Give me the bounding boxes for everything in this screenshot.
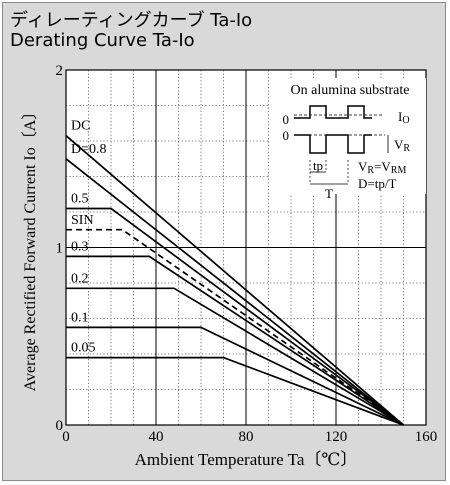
series-label: D=0.8 (71, 142, 107, 157)
inset-duty-equation: D=tp/T (358, 176, 396, 191)
series-line (65, 135, 405, 426)
series-line (66, 326, 404, 426)
series-line (66, 287, 404, 426)
inset-zero-label: 0 (283, 128, 290, 143)
y-tick-label: 2 (56, 63, 64, 79)
inset-io-label: IO (398, 109, 410, 126)
series-label: 0.3 (71, 239, 89, 254)
x-tick-label: 0 (62, 429, 70, 445)
y-tick-label: 1 (56, 241, 64, 257)
series-label: 0.05 (71, 341, 96, 356)
series-line (66, 228, 404, 426)
inset-tp-label: tp (313, 158, 323, 173)
series-line (66, 207, 405, 426)
x-tick-label: 40 (149, 429, 164, 445)
x-tick-label: 160 (415, 429, 438, 445)
series-line (65, 158, 405, 426)
series-label: 0.2 (71, 271, 89, 286)
chart-title-english: Derating Curve Ta-Io (10, 30, 195, 51)
plot-frame (65, 69, 427, 426)
x-tick-label: 120 (325, 429, 348, 445)
x-tick-label: 80 (239, 429, 254, 445)
inset-zero-label: 0 (283, 112, 290, 127)
inset-t-label: T (325, 186, 333, 201)
series-line (66, 356, 404, 426)
y-axis-label: Average Rectified Forward Current Io〔A〕 (21, 104, 39, 392)
y-tick-label: 0 (56, 418, 64, 434)
chart-title-japanese: ディレーティングカーブ Ta-Io (10, 10, 253, 31)
series-label: 0.1 (71, 310, 89, 325)
x-axis-label: Ambient Temperature Ta〔℃〕 (135, 450, 358, 469)
io-waveform (294, 105, 372, 119)
series-label: SIN (71, 213, 94, 228)
series-line (66, 255, 404, 426)
vr-waveform (294, 134, 372, 154)
series-label: 0.5 (71, 191, 89, 206)
inset-title: On alumina substrate (291, 83, 410, 98)
series-label: DC (71, 119, 90, 134)
